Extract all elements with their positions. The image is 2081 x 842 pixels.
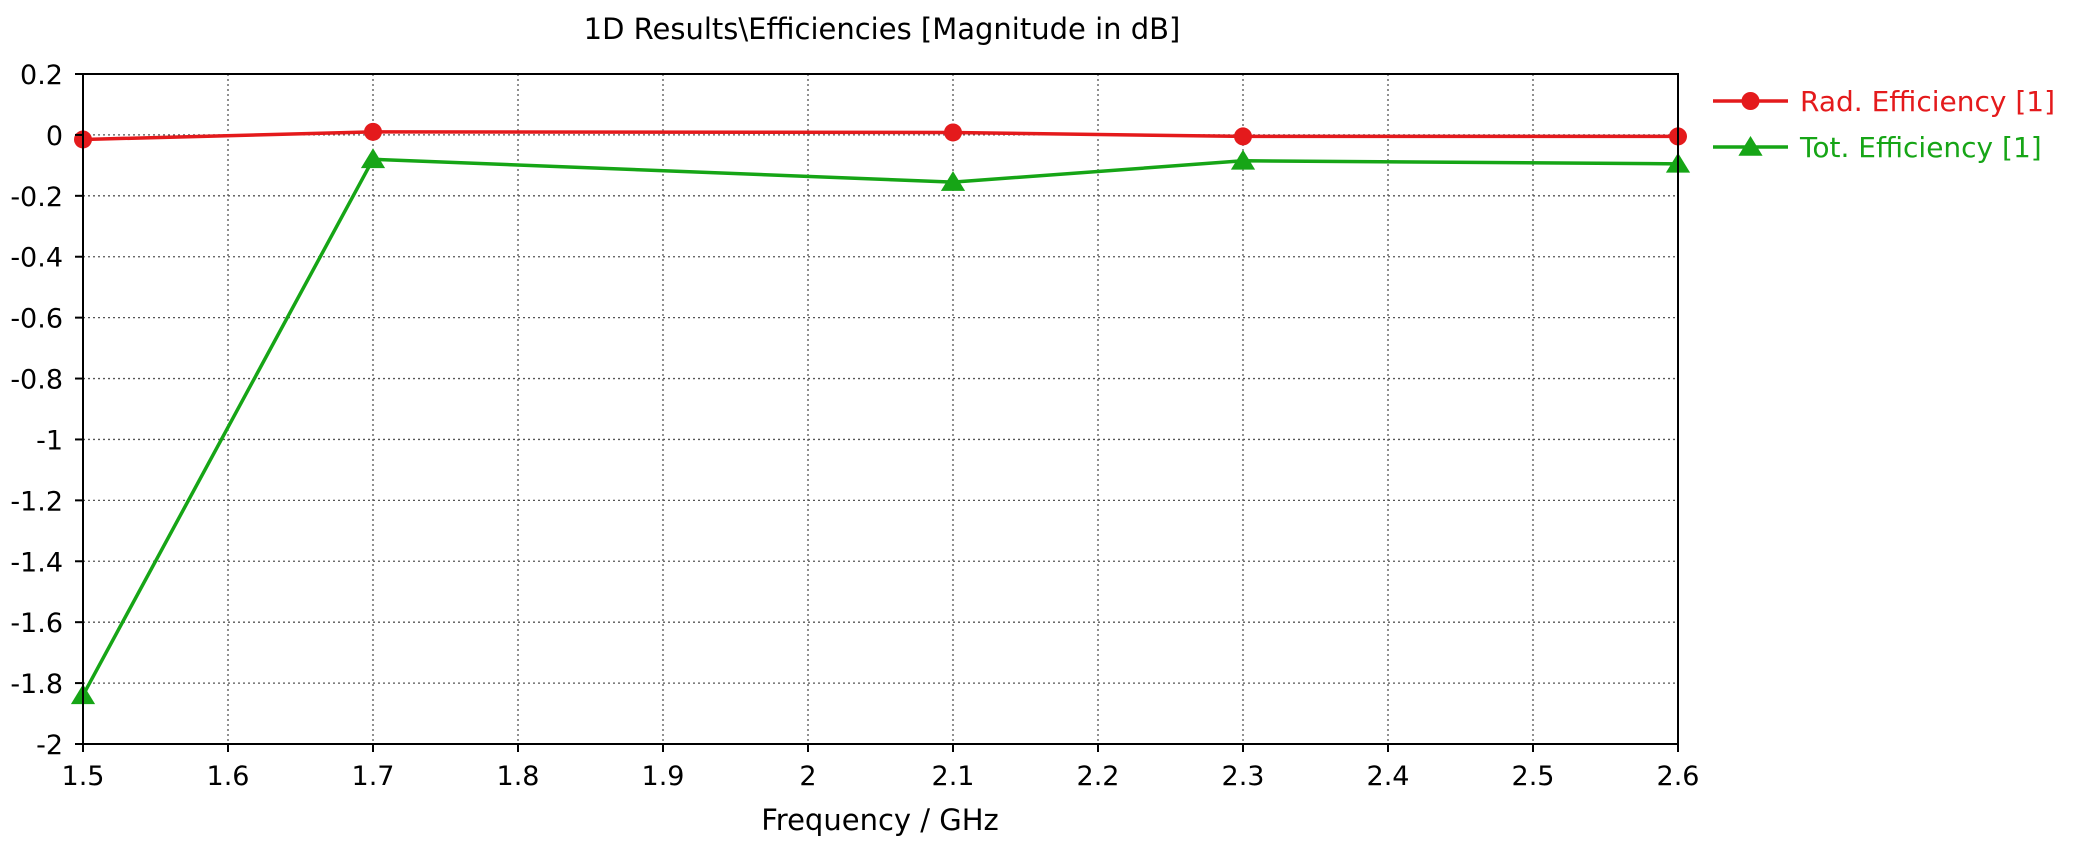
series-line	[81, 157, 1679, 697]
y-tick-label: -1.2	[10, 486, 63, 517]
legend-entry: Tot. Efficiency [1]	[1713, 131, 2042, 164]
data-point	[1234, 127, 1252, 146]
y-tick-label: 0.2	[20, 60, 63, 91]
x-tick-label: 2	[799, 761, 816, 792]
grid-layer	[83, 74, 1678, 744]
data-point	[940, 171, 966, 191]
y-tick-label: -1.4	[10, 547, 63, 578]
y-tick-label: -0.8	[10, 365, 63, 396]
y-tick-label: -2	[36, 730, 63, 761]
x-tick-label: 1.5	[62, 761, 105, 792]
series-1	[70, 148, 1691, 705]
x-axis-title: Frequency / GHz	[761, 803, 999, 837]
x-tick-label: 1.7	[352, 761, 395, 792]
y-tick-label: -0.2	[10, 182, 63, 213]
series-line	[82, 130, 1678, 142]
legend-entry: Rad. Efficiency [1]	[1713, 85, 2055, 118]
x-tick-label: 2.4	[1367, 761, 1410, 792]
legend-marker	[1741, 92, 1760, 110]
x-tick-label: 2.5	[1512, 761, 1555, 792]
y-tick-label: -1.6	[10, 608, 63, 639]
x-tick-label: 2.2	[1077, 761, 1120, 792]
x-tick-label: 2.6	[1657, 761, 1700, 792]
data-point	[360, 148, 386, 169]
y-tick-label: -1	[36, 425, 63, 456]
plot-frame	[82, 73, 1679, 745]
y-tick-label: -0.4	[10, 243, 63, 274]
legend: Rad. Efficiency [1] Tot. Efficiency [1]	[1713, 85, 2055, 164]
data-point	[1230, 149, 1256, 170]
series-0	[74, 122, 1687, 149]
legend-marker	[1738, 136, 1763, 156]
data-point	[364, 122, 382, 141]
data-point	[944, 123, 962, 142]
tick-layer: 1.5 1.6 1.7 1.8 1.9 2 2.1 2.2 2.3 2.4 2.5 2.6 0.2 0 -0…	[10, 60, 1699, 792]
x-tick-label: 1.6	[207, 761, 250, 792]
y-tick-label: -0.6	[10, 304, 63, 335]
legend-label: Rad. Efficiency [1]	[1800, 85, 2055, 118]
y-tick-label: -1.8	[10, 669, 63, 700]
x-tick-label: 2.1	[932, 761, 975, 792]
chart-title: 1D Results\Efficiencies [Magnitude in dB…	[584, 12, 1181, 46]
series-layer	[70, 122, 1691, 705]
legend-label: Tot. Efficiency [1]	[1799, 131, 2042, 164]
y-tick-label: 0	[46, 121, 63, 152]
x-tick-label: 1.8	[497, 761, 540, 792]
x-tick-label: 2.3	[1222, 761, 1265, 792]
x-tick-label: 1.9	[642, 761, 685, 792]
